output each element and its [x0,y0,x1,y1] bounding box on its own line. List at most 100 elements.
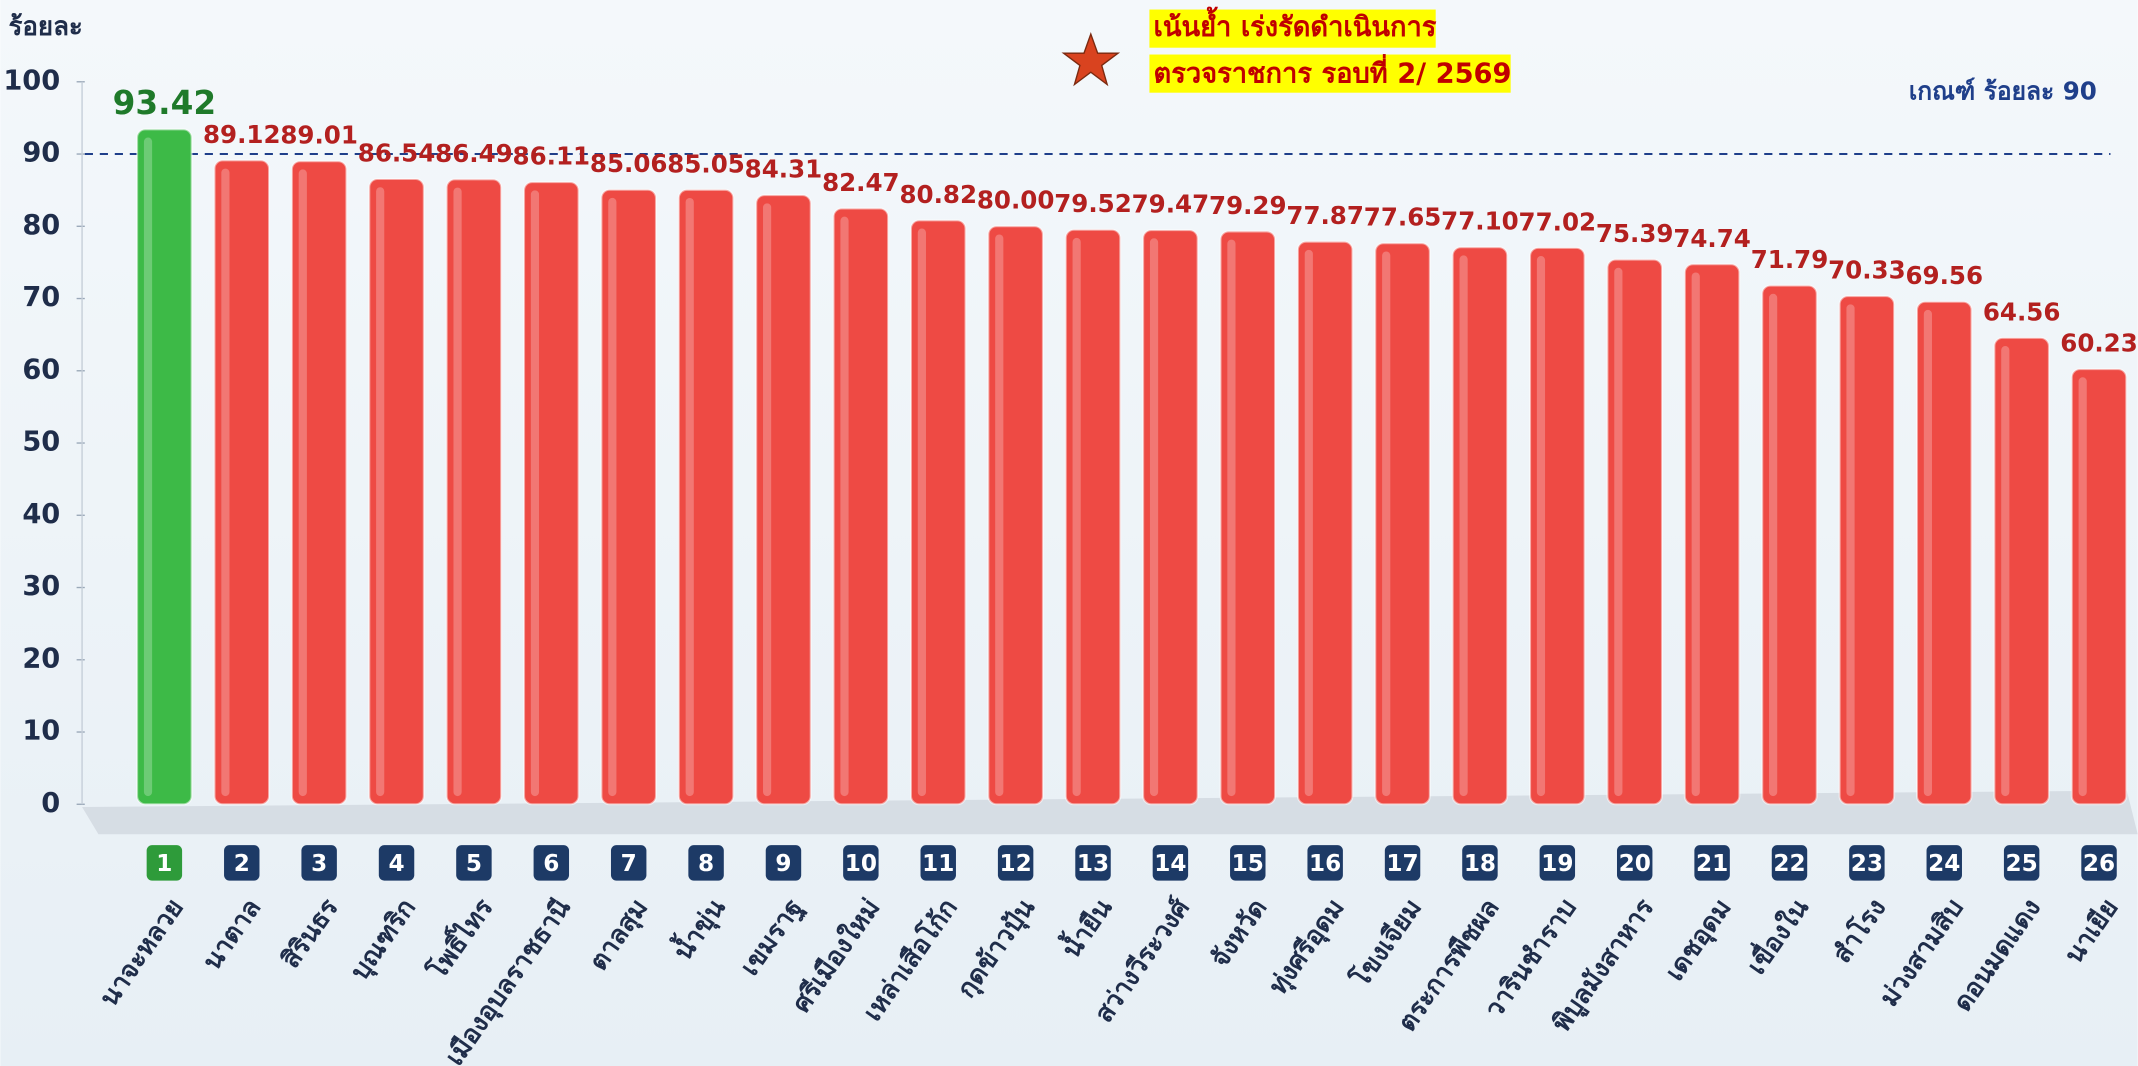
rank-badge [688,845,724,881]
value-label: 93.42 [113,84,216,122]
bar [1761,284,1818,806]
rank-badge [1152,845,1189,881]
bar-shine [143,137,153,797]
rank-badge [1616,845,1653,881]
y-tick-label: 40 [22,499,60,530]
value-label: 80.82 [899,180,977,209]
rank-badge [1384,845,1421,881]
value-label: 86.49 [435,139,513,168]
rank-badge [1849,845,1885,881]
bar [523,181,580,806]
value-label: 74.74 [1673,224,1751,253]
rank-badge [456,845,492,881]
rank-label: 13 [1077,850,1109,877]
rank-label: 17 [1386,850,1418,877]
bar-shine [995,234,1004,797]
bar [1683,263,1741,806]
bar [136,128,193,806]
rank-label: 18 [1464,850,1496,877]
rank-label: 11 [922,850,954,877]
y-tick-label: 50 [22,427,60,458]
bar [909,219,967,806]
value-label: 79.52 [1054,189,1132,218]
rank-label: 2 [234,850,250,877]
bar-shine [1769,293,1778,797]
rank-badge [533,845,570,881]
rank-label: 5 [466,850,482,877]
value-label: 64.56 [1983,297,2061,326]
bar [1374,242,1431,806]
rank-label: 10 [845,850,877,877]
rank-badge [1462,845,1498,881]
value-label: 86.54 [358,138,436,167]
annotation-highlight [1149,54,1511,93]
bar-shine [1691,272,1700,797]
value-label: 80.00 [977,186,1055,215]
value-label: 84.31 [745,155,823,184]
bar-shine [917,228,926,797]
bar-shine [685,197,694,797]
bar-shine [453,187,462,797]
value-label: 89.01 [280,121,358,150]
rank-label: 12 [1000,850,1032,877]
rank-badge [610,845,647,881]
bar [600,188,657,806]
bar [213,159,271,806]
rank-badge [997,845,1034,881]
bar [1606,258,1664,806]
y-tick-label: 70 [22,282,60,313]
rank-badge [1926,845,1962,881]
value-label: 89.12 [203,120,281,149]
value-label: 85.06 [590,149,668,178]
y-tick-label: 80 [22,210,60,241]
rank-label: 6 [543,850,559,877]
value-label: 79.29 [1209,191,1287,220]
bar-shine [840,216,849,797]
rank-badge [2081,845,2117,881]
bar [1529,246,1586,806]
bar-shine [2001,346,2010,797]
rank-badge [224,845,260,881]
bar [677,188,735,806]
rank-badge [1694,845,1730,881]
bar-shine [2078,377,2087,797]
bar [368,178,425,806]
value-label: 75.39 [1596,219,1674,248]
y-tick-label: 100 [3,65,60,96]
rank-label: 3 [311,850,327,877]
bar-shine [1072,237,1081,797]
rank-label: 24 [1928,850,1960,877]
bar [290,160,348,806]
value-label: 82.47 [822,168,900,197]
bar-shine [376,187,385,797]
bar-shine [530,190,540,797]
bar-shine [1459,255,1468,797]
value-label: 77.10 [1441,207,1519,236]
threshold-label: เกณฑ์ ร้อยละ 90 [1909,77,2097,106]
y-tick-label: 60 [22,354,60,385]
bar-shine [1227,239,1236,797]
bar [2070,368,2128,806]
bar-shine [1923,309,1932,797]
rank-label: 15 [1232,850,1264,877]
value-label: 79.47 [1132,190,1210,219]
rank-label: 23 [1851,850,1883,877]
star-icon [1061,32,1121,87]
rank-badge [1539,845,1576,881]
rank-label: 16 [1309,850,1341,877]
rank-label: 9 [775,850,791,877]
rank-label: 4 [388,850,404,877]
bar [1296,240,1354,806]
rank-badge [1307,845,1343,881]
y-tick-label: 30 [22,571,60,602]
rank-badge [1075,845,1111,881]
y-tick-label: 20 [22,643,60,674]
bar-shine [221,168,230,797]
value-label: 77.65 [1364,203,1442,232]
value-label: 77.87 [1286,201,1364,230]
rank-label: 14 [1154,850,1186,877]
rank-label: 25 [2006,850,2038,877]
annotation: ตรวจราชการ รอบที่ 2/ 2569 [1154,53,1512,89]
bar-shine [608,197,617,797]
bar [1451,246,1509,806]
